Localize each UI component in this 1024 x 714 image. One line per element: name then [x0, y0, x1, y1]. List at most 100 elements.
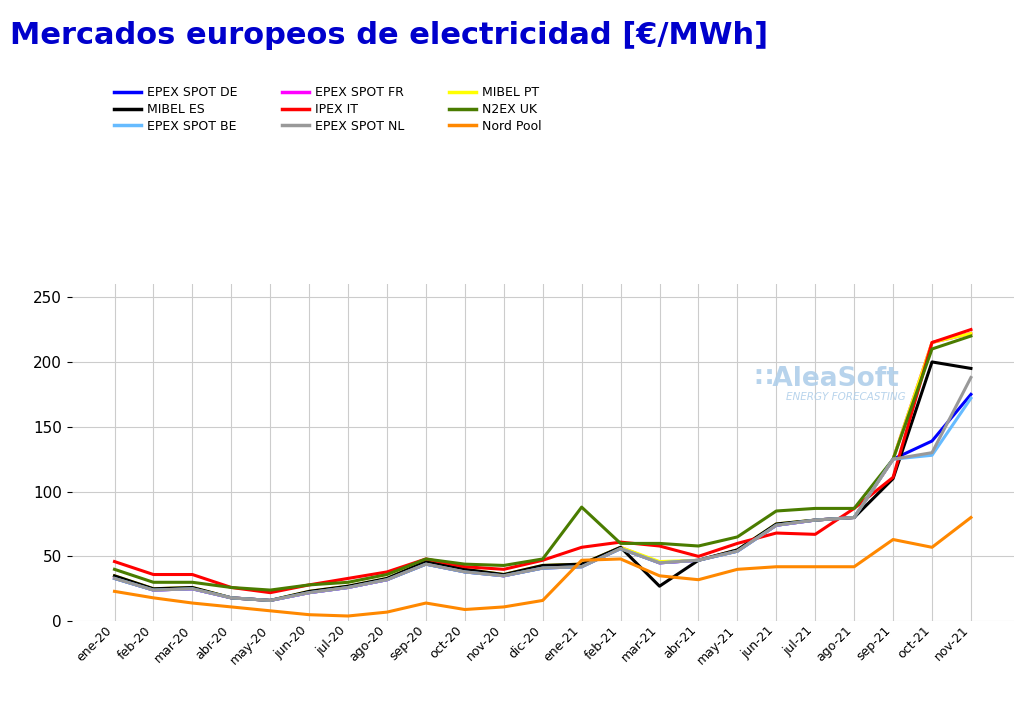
MIBEL PT — [147, 585, 160, 593]
N2EX UK — [770, 507, 782, 516]
EPEX SPOT FR — [965, 329, 977, 338]
MIBEL PT — [809, 516, 821, 524]
Nord Pool — [614, 555, 627, 563]
EPEX SPOT BE — [225, 593, 238, 602]
N2EX UK — [537, 555, 549, 563]
Text: ∷AleaSoft: ∷AleaSoft — [755, 366, 899, 391]
EPEX SPOT BE — [498, 571, 510, 580]
EPEX SPOT BE — [692, 556, 705, 565]
IPEX IT — [926, 338, 938, 347]
Nord Pool — [926, 543, 938, 552]
EPEX SPOT DE — [537, 564, 549, 573]
N2EX UK — [848, 504, 860, 513]
EPEX SPOT FR — [537, 563, 549, 571]
MIBEL PT — [965, 329, 977, 338]
IPEX IT — [381, 568, 393, 576]
MIBEL PT — [303, 587, 315, 595]
Nord Pool — [109, 587, 121, 595]
N2EX UK — [342, 578, 354, 587]
EPEX SPOT NL — [109, 574, 121, 583]
MIBEL PT — [848, 513, 860, 522]
EPEX SPOT DE — [420, 560, 432, 568]
N2EX UK — [225, 583, 238, 592]
EPEX SPOT NL — [731, 547, 743, 555]
EPEX SPOT BE — [770, 521, 782, 530]
EPEX SPOT DE — [653, 558, 666, 567]
EPEX SPOT NL — [575, 563, 588, 571]
IPEX IT — [692, 552, 705, 560]
EPEX SPOT DE — [498, 571, 510, 580]
MIBEL ES — [537, 561, 549, 570]
MIBEL ES — [109, 571, 121, 580]
N2EX UK — [420, 555, 432, 563]
MIBEL ES — [926, 358, 938, 366]
N2EX UK — [264, 585, 276, 594]
IPEX IT — [848, 504, 860, 513]
N2EX UK — [926, 345, 938, 353]
EPEX SPOT FR — [147, 585, 160, 594]
MIBEL ES — [653, 582, 666, 590]
EPEX SPOT NL — [809, 516, 821, 524]
IPEX IT — [420, 555, 432, 563]
Nord Pool — [692, 575, 705, 584]
MIBEL ES — [381, 574, 393, 583]
MIBEL ES — [965, 364, 977, 373]
Line: MIBEL ES: MIBEL ES — [115, 362, 971, 600]
EPEX SPOT DE — [109, 574, 121, 583]
MIBEL ES — [770, 520, 782, 528]
EPEX SPOT BE — [653, 558, 666, 567]
EPEX SPOT NL — [225, 593, 238, 602]
Nord Pool — [731, 565, 743, 573]
EPEX SPOT BE — [186, 585, 199, 593]
MIBEL ES — [614, 543, 627, 552]
Nord Pool — [420, 599, 432, 608]
EPEX SPOT NL — [147, 585, 160, 594]
MIBEL ES — [420, 557, 432, 565]
Line: MIBEL PT: MIBEL PT — [115, 333, 971, 600]
N2EX UK — [965, 332, 977, 341]
IPEX IT — [147, 570, 160, 579]
EPEX SPOT DE — [770, 521, 782, 530]
Legend: EPEX SPOT DE, MIBEL ES, EPEX SPOT BE, EPEX SPOT FR, IPEX IT, EPEX SPOT NL, MIBEL: EPEX SPOT DE, MIBEL ES, EPEX SPOT BE, EP… — [109, 81, 547, 138]
EPEX SPOT FR — [731, 545, 743, 554]
EPEX SPOT FR — [420, 558, 432, 567]
Nord Pool — [770, 563, 782, 571]
Nord Pool — [498, 603, 510, 611]
EPEX SPOT FR — [887, 455, 899, 463]
IPEX IT — [731, 539, 743, 548]
EPEX SPOT FR — [303, 588, 315, 597]
EPEX SPOT NL — [420, 560, 432, 568]
N2EX UK — [186, 578, 199, 587]
EPEX SPOT BE — [848, 513, 860, 522]
MIBEL PT — [459, 565, 471, 573]
N2EX UK — [887, 455, 899, 463]
EPEX SPOT BE — [537, 564, 549, 573]
MIBEL ES — [498, 570, 510, 579]
EPEX SPOT NL — [537, 564, 549, 573]
Nord Pool — [848, 563, 860, 571]
EPEX SPOT FR — [848, 513, 860, 522]
Nord Pool — [225, 603, 238, 611]
IPEX IT — [109, 557, 121, 565]
EPEX SPOT NL — [692, 556, 705, 565]
EPEX SPOT BE — [420, 560, 432, 568]
IPEX IT — [614, 538, 627, 546]
EPEX SPOT FR — [498, 571, 510, 580]
EPEX SPOT NL — [965, 373, 977, 382]
Nord Pool — [342, 612, 354, 620]
IPEX IT — [809, 530, 821, 538]
Line: EPEX SPOT NL: EPEX SPOT NL — [115, 378, 971, 600]
EPEX SPOT FR — [653, 558, 666, 567]
Nord Pool — [381, 608, 393, 616]
MIBEL PT — [692, 556, 705, 565]
Line: EPEX SPOT DE: EPEX SPOT DE — [115, 394, 971, 600]
EPEX SPOT BE — [731, 547, 743, 555]
EPEX SPOT DE — [692, 556, 705, 565]
MIBEL ES — [692, 556, 705, 565]
MIBEL PT — [264, 596, 276, 605]
N2EX UK — [381, 570, 393, 579]
IPEX IT — [653, 542, 666, 550]
EPEX SPOT DE — [926, 437, 938, 446]
EPEX SPOT DE — [459, 568, 471, 576]
EPEX SPOT BE — [809, 516, 821, 524]
